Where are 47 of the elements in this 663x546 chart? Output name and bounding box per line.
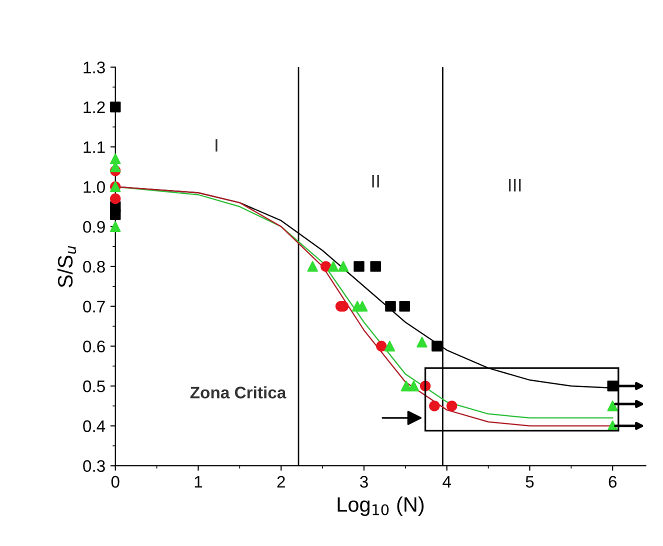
annotation: II	[372, 174, 379, 188]
point	[416, 336, 428, 348]
y-tick-label: 0.8	[83, 260, 105, 273]
point	[446, 400, 458, 412]
x-axis-title: Log$_{10}$ (N)	[338, 496, 424, 516]
x-tick-label: 1	[194, 476, 202, 488]
x-tick-label: 0	[111, 476, 120, 488]
point	[607, 380, 618, 392]
y-tick-label: 1.0	[84, 181, 105, 193]
y-tick-label: 0.9	[83, 220, 105, 233]
x-tick-label: 2	[277, 476, 285, 488]
point	[328, 261, 339, 272]
point	[432, 340, 442, 352]
point	[376, 340, 387, 352]
y-tick-label: 0.6	[83, 340, 105, 352]
y-tick-label: 0.7	[83, 300, 105, 313]
annotation: Zona Critica	[190, 386, 286, 398]
point	[338, 261, 349, 272]
point	[385, 300, 396, 312]
x-tick-label: 4	[442, 476, 452, 488]
annotation: I	[216, 139, 218, 152]
point	[356, 300, 368, 312]
point	[370, 261, 381, 272]
y-tick-label: 1.2	[84, 101, 105, 114]
y-tick-label: 0.3	[83, 460, 105, 472]
x-tick-label: 5	[526, 476, 534, 488]
point	[110, 209, 121, 220]
annotation: III	[508, 178, 521, 192]
point	[110, 153, 121, 164]
point	[384, 340, 396, 352]
point	[429, 400, 440, 412]
point	[307, 261, 318, 272]
y-tick-label: 1.1	[84, 141, 105, 153]
point	[320, 261, 332, 272]
y-tick-label: 0.5	[83, 380, 105, 392]
x-tick-label: 6	[608, 476, 617, 488]
x-tick-label: 3	[360, 476, 368, 488]
point	[110, 102, 121, 112]
point	[110, 221, 121, 232]
point	[399, 300, 410, 312]
y-tick-label: 0.4	[83, 420, 106, 432]
point	[607, 400, 618, 412]
y-tick-label: 1.3	[84, 62, 105, 74]
point	[354, 261, 364, 272]
point	[408, 380, 420, 392]
point	[110, 193, 121, 204]
y-axis-title: S/S$_{u}$	[57, 246, 76, 288]
